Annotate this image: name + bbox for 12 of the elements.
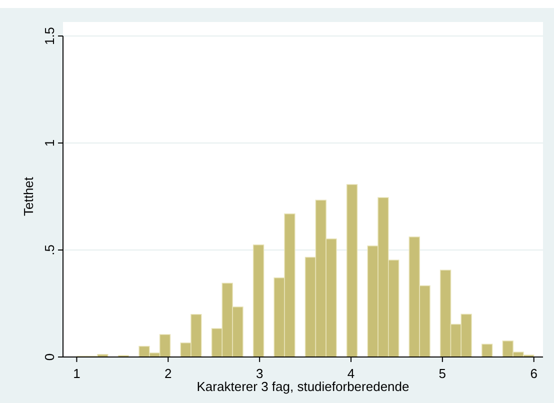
x-tick-label: 6 [530,366,538,381]
y-tick-label: .5 [42,244,57,256]
x-tick-label: 1 [73,366,80,381]
x-axis-title: Karakterer 3 fag, studieforberedende [196,379,410,394]
y-tick-label: 1 [42,139,57,147]
y-tick-label: 1.5 [42,26,57,46]
y-tick-label: 0 [42,353,57,361]
y-axis-title: Tetthet [21,176,36,216]
x-tick-label: 3 [256,366,264,381]
x-tick-label: 4 [347,366,355,381]
x-tick-label: 2 [164,366,172,381]
x-tick-label: 5 [438,366,446,381]
